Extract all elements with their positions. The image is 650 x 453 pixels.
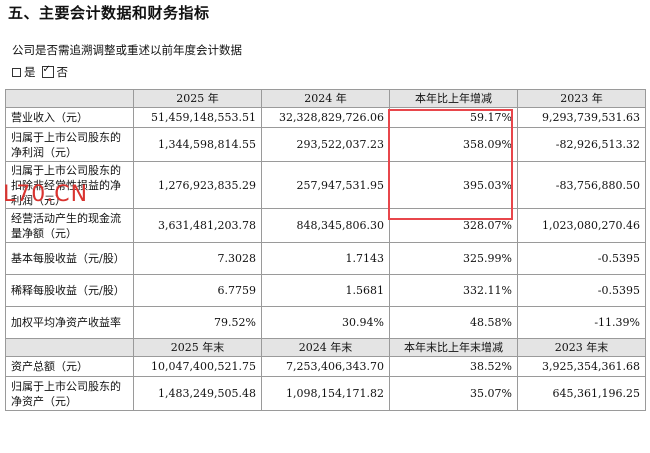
header-cell: 2023 年末	[517, 338, 646, 357]
table-row: 基本每股收益（元/股） 7.3028 1.7143 325.99% -0.539…	[5, 242, 646, 275]
table-cell: 293,522,037.23	[261, 127, 390, 162]
table-row: 资产总额（元） 10,047,400,521.75 7,253,406,343.…	[5, 356, 646, 377]
table-row: 归属于上市公司股东的净资产（元） 1,483,249,505.48 1,098,…	[5, 376, 646, 411]
row-label: 基本每股收益（元/股）	[5, 242, 134, 275]
checkbox-no-checked-icon	[41, 64, 54, 78]
header-cell: 2025 年	[133, 89, 262, 108]
header-cell: 2025 年末	[133, 338, 262, 357]
row-label: 稀释每股收益（元/股）	[5, 274, 134, 307]
table-cell: 32,328,829,726.06	[261, 107, 390, 128]
table-cell: 3,925,354,361.68	[517, 356, 646, 377]
table-cell: 9,293,739,531.63	[517, 107, 646, 128]
choice-yes-label: 是	[24, 65, 36, 79]
table-cell: 1,098,154,171.82	[261, 376, 390, 411]
row-label: 加权平均净资产收益率	[5, 306, 134, 339]
row-label: 资产总额（元）	[5, 356, 134, 377]
table-cell: 51,459,148,553.51	[133, 107, 262, 128]
watermark-logo: L70.CN	[3, 182, 89, 207]
table-row: 归属于上市公司股东的扣除非经常性损益的净利润（元） 1,276,923,835.…	[5, 161, 646, 209]
table-cell: 30.94%	[261, 306, 390, 339]
table-row: 营业收入（元） 51,459,148,553.51 32,328,829,726…	[5, 107, 646, 128]
table-cell: 257,947,531.95	[261, 161, 390, 209]
financial-indicators-table: 2025 年 2024 年 本年比上年增减 2023 年 营业收入（元） 51,…	[5, 89, 646, 411]
header-cell	[5, 338, 134, 357]
restatement-question: 公司是否需追溯调整或重述以前年度会计数据	[12, 43, 242, 57]
row-label: 营业收入（元）	[5, 107, 134, 128]
table-cell: 1,483,249,505.48	[133, 376, 262, 411]
table-cell: 328.07%	[389, 208, 518, 243]
table-cell: 35.07%	[389, 376, 518, 411]
table-cell: 1.7143	[261, 242, 390, 275]
table-header-row: 2025 年 2024 年 本年比上年增减 2023 年	[5, 89, 646, 108]
table-cell: -0.5395	[517, 274, 646, 307]
row-label: 归属于上市公司股东的净利润（元）	[5, 127, 134, 162]
header-cell: 本年比上年增减	[389, 89, 518, 108]
table-cell: 7,253,406,343.70	[261, 356, 390, 377]
table-cell: 1,276,923,835.29	[133, 161, 262, 209]
highlight-box	[388, 109, 513, 220]
table-row: 加权平均净资产收益率 79.52% 30.94% 48.58% -11.39%	[5, 306, 646, 339]
table-cell: -11.39%	[517, 306, 646, 339]
row-label: 归属于上市公司股东的净资产（元）	[5, 376, 134, 411]
header-cell	[5, 89, 134, 108]
table-cell: 1.5681	[261, 274, 390, 307]
table-cell: -0.5395	[517, 242, 646, 275]
table-row: 归属于上市公司股东的净利润（元） 1,344,598,814.55 293,52…	[5, 127, 646, 162]
table-cell: 48.58%	[389, 306, 518, 339]
table-cell: -83,756,880.50	[517, 161, 646, 209]
table-cell: -82,926,513.32	[517, 127, 646, 162]
table-cell: 7.3028	[133, 242, 262, 275]
table-cell: 79.52%	[133, 306, 262, 339]
row-label: 经营活动产生的现金流量净额（元）	[5, 208, 134, 243]
table-cell: 3,631,481,203.78	[133, 208, 262, 243]
table-cell: 6.7759	[133, 274, 262, 307]
header-cell: 2024 年	[261, 89, 390, 108]
section-title: 五、主要会计数据和财务指标	[8, 4, 210, 22]
table-header-row: 2025 年末 2024 年末 本年末比上年末增减 2023 年末	[5, 338, 646, 357]
header-cell: 2024 年末	[261, 338, 390, 357]
table-cell: 395.03%	[389, 161, 518, 209]
choice-no-label: 否	[56, 65, 69, 79]
table-row: 稀释每股收益（元/股） 6.7759 1.5681 332.11% -0.539…	[5, 274, 646, 307]
table-cell: 848,345,806.30	[261, 208, 390, 243]
restatement-choice: 是 否	[12, 64, 68, 80]
table-cell: 38.52%	[389, 356, 518, 377]
table-cell: 1,344,598,814.55	[133, 127, 262, 162]
checkbox-yes-icon	[12, 67, 21, 77]
table-row: 经营活动产生的现金流量净额（元） 3,631,481,203.78 848,34…	[5, 208, 646, 243]
header-cell: 2023 年	[517, 89, 646, 108]
table-cell: 332.11%	[389, 274, 518, 307]
header-cell: 本年末比上年末增减	[389, 338, 518, 357]
table-cell: 1,023,080,270.46	[517, 208, 646, 243]
table-cell: 10,047,400,521.75	[133, 356, 262, 377]
table-cell: 325.99%	[389, 242, 518, 275]
table-cell: 645,361,196.25	[517, 376, 646, 411]
